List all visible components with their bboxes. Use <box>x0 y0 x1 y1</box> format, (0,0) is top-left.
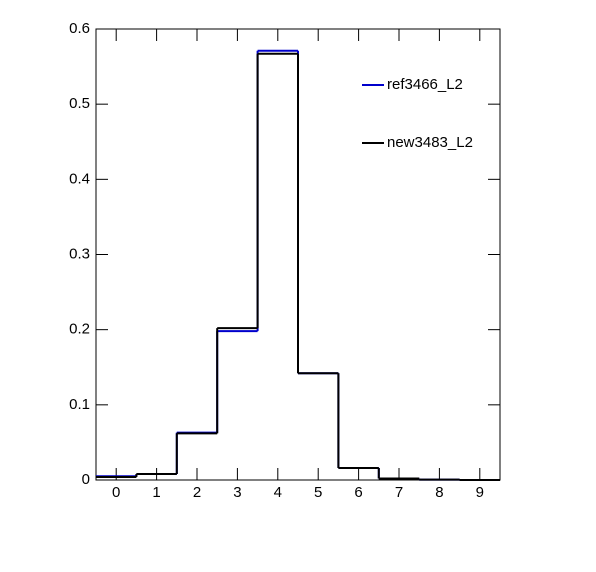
x-tick-label: 9 <box>476 484 484 501</box>
x-tick-label: 8 <box>435 484 443 501</box>
x-tick-label: 0 <box>112 484 120 501</box>
y-tick-label: 0.2 <box>69 321 90 338</box>
legend-label: new3483_L2 <box>387 134 473 151</box>
x-tick-label: 2 <box>193 484 201 501</box>
x-tick-label: 5 <box>314 484 322 501</box>
x-tick-label: 3 <box>233 484 241 501</box>
y-tick-label: 0.1 <box>69 396 90 413</box>
y-tick-label: 0.5 <box>69 95 90 112</box>
y-tick-label: 0.6 <box>69 20 90 37</box>
y-tick-label: 0.3 <box>69 245 90 262</box>
x-tick-label: 1 <box>152 484 160 501</box>
legend-label: ref3466_L2 <box>387 76 463 93</box>
x-tick-label: 6 <box>354 484 362 501</box>
y-tick-label: 0 <box>82 471 90 488</box>
y-tick-label: 0.4 <box>69 170 90 187</box>
x-tick-label: 4 <box>274 484 282 501</box>
x-tick-label: 7 <box>395 484 403 501</box>
